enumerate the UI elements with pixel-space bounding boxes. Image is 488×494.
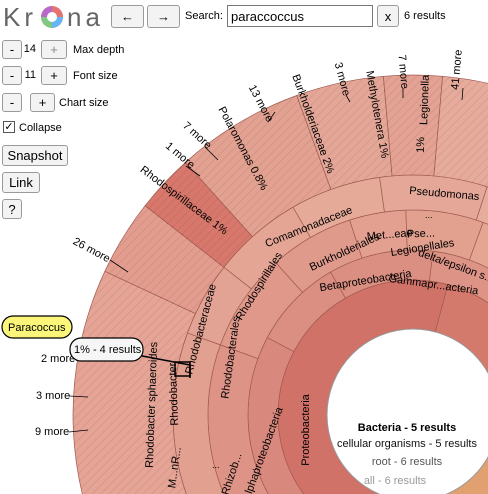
wedge-methylotenera-hatch	[296, 76, 393, 190]
leader-3b	[68, 395, 89, 398]
font-size-minus-button[interactable]: -	[2, 66, 22, 85]
collapse-checkbox[interactable]: ✓	[3, 121, 15, 133]
chart-size-minus-button[interactable]: -	[2, 93, 22, 112]
label-more-7a: 7 more	[180, 120, 213, 152]
leader-9	[68, 429, 89, 433]
tooltip-name: Paracoccus	[8, 322, 66, 334]
leader-41	[461, 87, 464, 101]
font-size-label: Font size	[73, 70, 118, 82]
label-legionella-pct: 1%	[415, 137, 428, 154]
chart-size-label: Chart size	[59, 97, 109, 109]
font-size-value: 11	[24, 69, 36, 81]
wedge-outer-7-hatch	[104, 205, 224, 314]
label-more-2: 2 more	[41, 353, 75, 365]
max-depth-value: 14	[23, 43, 36, 55]
label-more-7b: 7 more	[396, 54, 411, 89]
label-pse: Pse...	[407, 228, 436, 241]
center-circle[interactable]	[326, 328, 488, 494]
label-metheae: Met...eae	[366, 227, 413, 243]
leader-13	[267, 111, 276, 123]
search-results-count: 6 results	[404, 10, 446, 22]
link-button[interactable]: Link	[2, 172, 40, 193]
logo-suffix: na	[67, 1, 104, 32]
leader-1	[185, 165, 201, 177]
snapshot-button[interactable]: Snapshot	[2, 145, 68, 166]
label-more-3b: 3 more	[36, 390, 70, 402]
wedge-polaromonas-hatch	[145, 162, 253, 268]
logo-wheel-icon	[41, 6, 63, 28]
font-size-plus-button[interactable]: +	[41, 66, 67, 85]
chart-size-plus-button[interactable]: +	[30, 93, 55, 112]
center-secondary: cellular organisms - 5 results	[337, 438, 477, 450]
help-button[interactable]: ?	[2, 199, 22, 219]
label-rhodobacter-sphaeroides: Rhodobacter sphaeroides	[144, 341, 160, 468]
center-primary: Bacteria - 5 results	[358, 422, 456, 434]
max-depth-plus-button[interactable]: +	[41, 40, 67, 59]
center-quaternary: all - 6 results	[364, 475, 427, 487]
label-more-41: 41 more	[449, 49, 464, 90]
search-input[interactable]	[227, 5, 373, 27]
max-depth-label: Max depth	[73, 44, 125, 56]
label-ellipsis-a: ...	[425, 210, 433, 220]
label-legionella: Legionella	[418, 74, 432, 125]
label-proteobacteria: Proteobacteria	[300, 393, 312, 465]
leader-7a	[204, 146, 219, 161]
label-more-26: 26 more	[71, 236, 112, 266]
back-button[interactable]: ←	[111, 5, 144, 28]
highlight-box	[174, 361, 191, 377]
leader-26	[109, 259, 129, 273]
label-mnr: M...nR...	[166, 446, 184, 489]
label-ellipsis-b: ...	[212, 460, 220, 470]
wedge-legionella-41-hatch	[433, 76, 488, 188]
max-depth-minus-button[interactable]: -	[2, 40, 22, 59]
wedge-legionella-hatch	[383, 74, 443, 176]
wedge-outer-26-hatch	[72, 271, 196, 494]
label-more-1: 1 more	[163, 140, 197, 171]
forward-button[interactable]: →	[147, 5, 180, 28]
leader-3	[345, 94, 351, 103]
clear-search-button[interactable]: x	[377, 5, 399, 27]
search-tooltip[interactable]: Paracoccus 1% - 4 results	[1, 315, 145, 363]
collapse-label: Collapse	[19, 122, 62, 134]
tooltip-detail: 1% - 4 results	[74, 344, 142, 356]
wedge-burkholderiaceae-hatch	[185, 95, 331, 237]
label-more-9: 9 more	[35, 426, 69, 438]
label-rhodobacter: Rhodobacter	[167, 362, 181, 426]
label-ellipsis-c: ...	[252, 462, 260, 472]
wedge-gamma-other[interactable]	[468, 221, 488, 332]
center-tertiary: root - 6 results	[372, 456, 443, 468]
search-label: Search:	[185, 10, 223, 22]
logo-prefix: Kr	[3, 1, 37, 32]
krona-logo: Kr na	[3, 2, 104, 32]
wedge-gamma-fam[interactable]	[475, 186, 488, 313]
